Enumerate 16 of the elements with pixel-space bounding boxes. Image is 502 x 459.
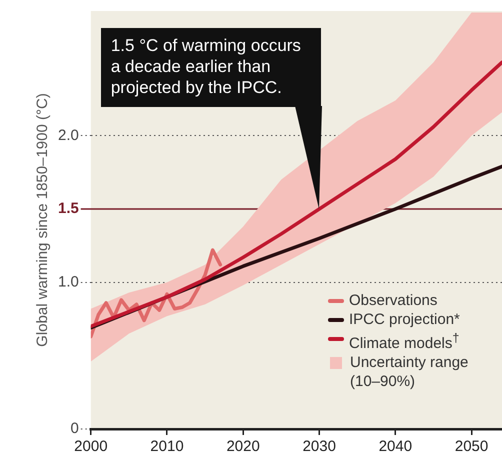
y-tick-label: 2.0 [58,126,79,144]
y-tick-label: 0 [70,420,79,438]
x-tick-label: 2020 [226,438,260,456]
x-tick-label: 2000 [74,438,108,456]
x-tick-label: 2010 [150,438,184,456]
legend-label: Climate models$^{†}$ [349,330,460,353]
y-tick-label: 1.0 [58,273,79,290]
y-tick-label: 1.5 [58,200,79,218]
x-tick-label: 2030 [302,438,336,456]
annotation: Uncertainty range (10–90%) [350,353,470,391]
legend-label: Observations [349,291,438,310]
legend-label: IPCC projection* [349,310,461,329]
x-tick-label: 2040 [378,438,412,456]
annotation: 1.5 °C of warming occurs a decade earlier than projected by the IPCC. [100,28,321,107]
y-axis-title: Global warming since 1850–1900 (°C) [34,93,52,347]
x-tick-label: 2050 [454,438,488,456]
